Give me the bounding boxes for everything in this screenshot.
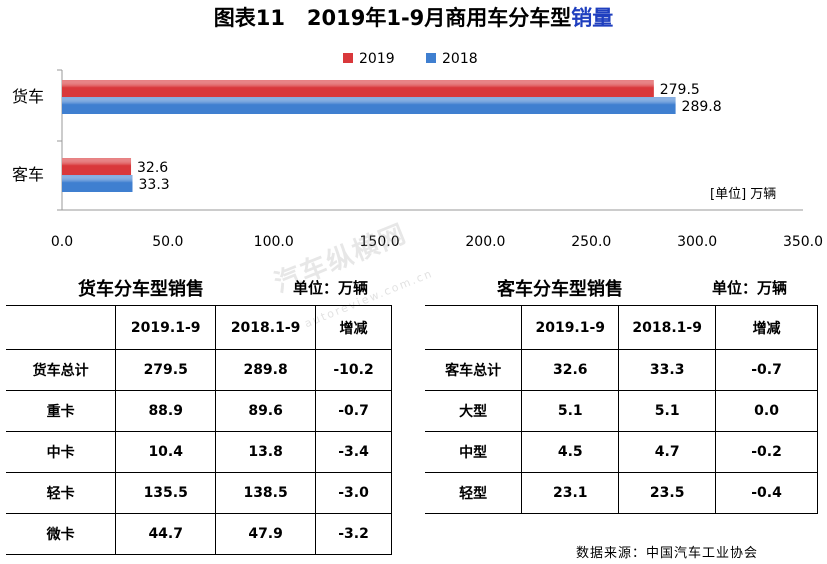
table-row: 中型 4.5 4.7 -0.2 — [425, 431, 818, 473]
x-tick-label: 50.0 — [152, 234, 183, 250]
cell-change: -3.2 — [315, 513, 392, 555]
table-row: 重卡 88.9 89.6 -0.7 — [6, 390, 392, 432]
legend-label-2019: 2019 — [359, 51, 395, 67]
cell-change: -3.4 — [315, 431, 392, 473]
row-label: 微卡 — [6, 513, 117, 555]
row-label: 大型 — [425, 390, 523, 432]
row-label: 轻卡 — [6, 472, 117, 514]
table-header-row: 2019.1-9 2018.1-9 增减 — [6, 305, 392, 350]
table-row: 轻型 23.1 23.5 -0.4 — [425, 472, 818, 514]
row-label: 中型 — [425, 431, 523, 473]
cell-2018: 47.9 — [215, 513, 317, 555]
chart-unit-note: [单位] 万辆 — [710, 187, 777, 202]
header-cell: 增减 — [315, 305, 392, 350]
data-label: 279.5 — [660, 82, 700, 98]
cell-2019: 5.1 — [521, 390, 620, 432]
bar-sheen-货车-2019 — [62, 80, 654, 97]
cell-2019: 4.5 — [521, 431, 620, 473]
cell-2018: 138.5 — [215, 472, 317, 514]
bar-chart: 0.0 50.0 100.0 150.0 200.0 250.0 300.0 350.0 201… — [12, 51, 823, 250]
x-tick-label: 350.0 — [783, 234, 823, 250]
x-tick-label: 300.0 — [677, 234, 717, 250]
cell-2019: 32.6 — [521, 349, 620, 391]
category-label: 货车 — [12, 87, 44, 106]
table-row: 客车总计 32.6 33.3 -0.7 — [425, 349, 818, 391]
cell-2019: 44.7 — [115, 513, 217, 555]
cell-2018: 23.5 — [618, 472, 717, 514]
cell-change: -0.7 — [315, 390, 392, 432]
x-tick-label: 100.0 — [254, 234, 294, 250]
table-row: 货车总计 279.5 289.8 -10.2 — [6, 349, 392, 391]
data-label: 289.8 — [682, 99, 722, 115]
cell-change: 0.0 — [715, 390, 818, 432]
truck-table-title: 货车分车型销售 — [78, 279, 204, 300]
truck-table-unit: 单位：万辆 — [293, 279, 369, 297]
x-tick-label: 150.0 — [360, 234, 400, 250]
bar-sheen-客车-2018 — [62, 175, 133, 192]
cell-2018: 33.3 — [618, 349, 717, 391]
category-label: 客车 — [12, 165, 44, 184]
table-header-row: 2019.1-9 2018.1-9 增减 — [425, 305, 818, 350]
header-cell: 2019.1-9 — [115, 305, 217, 350]
data-label: 33.3 — [139, 177, 170, 193]
header-cell: 增减 — [715, 305, 818, 350]
cell-2019: 279.5 — [115, 349, 217, 391]
header-cell — [6, 305, 117, 350]
cell-change: -0.4 — [715, 472, 818, 514]
cell-2018: 5.1 — [618, 390, 717, 432]
cell-2019: 23.1 — [521, 472, 620, 514]
x-tick-label: 250.0 — [571, 234, 611, 250]
table-row: 微卡 44.7 47.9 -3.2 — [6, 513, 392, 555]
cell-change: -3.0 — [315, 472, 392, 514]
row-label: 轻型 — [425, 472, 523, 514]
row-label: 货车总计 — [6, 349, 117, 391]
legend-label-2018: 2018 — [442, 51, 478, 67]
truck-table: 2019.1-9 2018.1-9 增减 货车总计 279.5 289.8 -1… — [6, 305, 392, 555]
table-row: 大型 5.1 5.1 0.0 — [425, 390, 818, 432]
cell-2018: 4.7 — [618, 431, 717, 473]
bar-sheen-客车-2019 — [62, 158, 132, 175]
x-tick-label: 0.0 — [51, 234, 73, 250]
cell-change: -10.2 — [315, 349, 392, 391]
header-cell: 2018.1-9 — [618, 305, 717, 350]
cell-2019: 135.5 — [115, 472, 217, 514]
table-row: 中卡 10.4 13.8 -3.4 — [6, 431, 392, 473]
page-title: 图表11 2019年1-9月商用车分车型销量 — [0, 2, 827, 32]
cell-2019: 88.9 — [115, 390, 217, 432]
source-note: 数据来源：中国汽车工业协会 — [576, 546, 759, 561]
bar-sheen-货车-2018 — [62, 97, 676, 114]
data-label: 32.6 — [137, 160, 168, 176]
legend-swatch-2018 — [426, 53, 436, 63]
header-cell — [425, 305, 523, 350]
bus-table: 2019.1-9 2018.1-9 增减 客车总计 32.6 33.3 -0.7… — [425, 305, 818, 514]
cell-2018: 13.8 — [215, 431, 317, 473]
title-highlight: 销量 — [571, 6, 614, 30]
cell-change: -0.7 — [715, 349, 818, 391]
header-cell: 2018.1-9 — [215, 305, 317, 350]
legend-swatch-2019 — [343, 53, 353, 63]
row-label: 客车总计 — [425, 349, 523, 391]
bus-table-unit: 单位：万辆 — [712, 279, 788, 297]
bus-table-title: 客车分车型销售 — [497, 279, 623, 300]
cell-2018: 289.8 — [215, 349, 317, 391]
title-prefix: 图表11 — [213, 6, 285, 30]
table-row: 轻卡 135.5 138.5 -3.0 — [6, 472, 392, 514]
row-label: 重卡 — [6, 390, 117, 432]
cell-change: -0.2 — [715, 431, 818, 473]
cell-2018: 89.6 — [215, 390, 317, 432]
title-main: 2019年1-9月商用车分车型 — [306, 6, 572, 30]
cell-2019: 10.4 — [115, 431, 217, 473]
x-tick-label: 200.0 — [465, 234, 505, 250]
row-label: 中卡 — [6, 431, 117, 473]
header-cell: 2019.1-9 — [521, 305, 620, 350]
